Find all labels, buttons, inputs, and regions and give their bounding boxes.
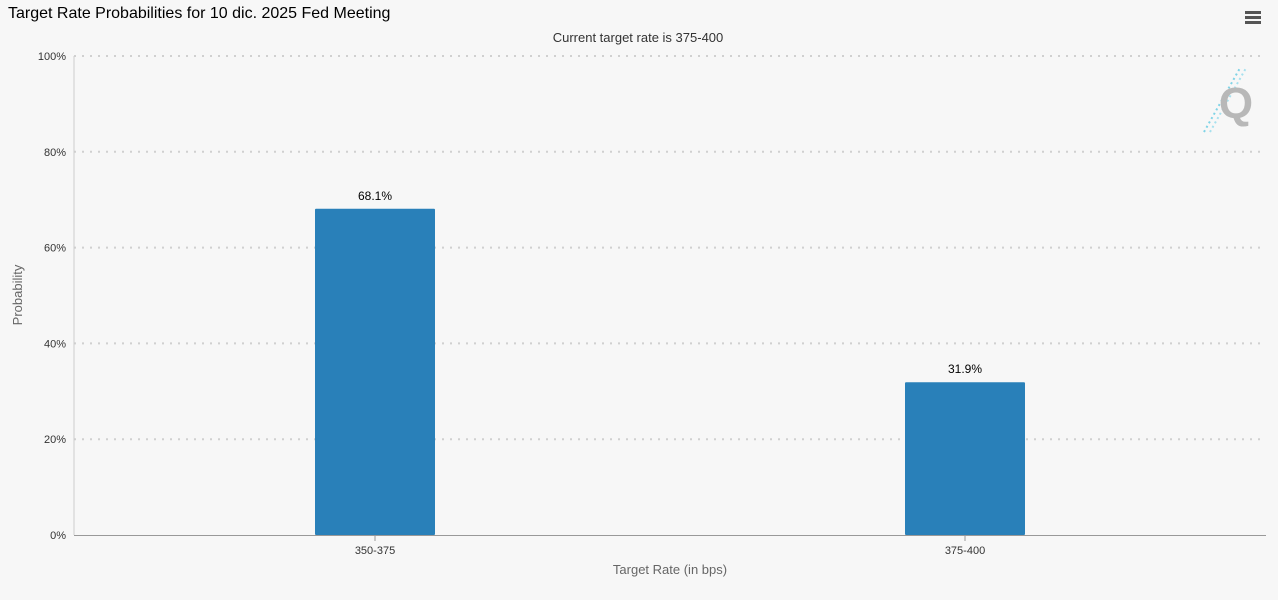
chart-menu-button[interactable] bbox=[1240, 6, 1264, 28]
quikstrike-logo-icon: Q bbox=[1203, 67, 1253, 133]
data-label: 31.9% bbox=[948, 362, 982, 376]
hamburger-menu-icon bbox=[1245, 11, 1261, 24]
bar-375-400 bbox=[905, 382, 1025, 535]
x-axis-label: Target Rate (in bps) bbox=[613, 562, 727, 577]
x-tick-label: 350-375 bbox=[355, 545, 395, 557]
y-tick-label: 60% bbox=[44, 243, 66, 255]
y-axis-label: Probability bbox=[10, 264, 25, 325]
chart-subtitle: Current target rate is 375-400 bbox=[553, 30, 724, 45]
chart-title: Target Rate Probabilities for 10 dic. 20… bbox=[8, 5, 391, 22]
axes: 0% 20% 40% 60% 80% 100% 350-375 375-400 bbox=[38, 51, 1266, 557]
y-tick-label: 40% bbox=[44, 338, 66, 350]
y-tick-label: 20% bbox=[44, 434, 66, 446]
bar-350-375 bbox=[315, 208, 435, 535]
y-tick-label: 80% bbox=[44, 147, 66, 159]
y-tick-label: 100% bbox=[38, 51, 66, 63]
x-tick-label: 375-400 bbox=[945, 545, 985, 557]
data-label: 68.1% bbox=[358, 189, 392, 203]
y-tick-label: 0% bbox=[50, 530, 66, 542]
bars: 68.1% 31.9% bbox=[315, 189, 1025, 535]
watermark-letter: Q bbox=[1219, 79, 1253, 128]
gridlines bbox=[74, 55, 1266, 441]
